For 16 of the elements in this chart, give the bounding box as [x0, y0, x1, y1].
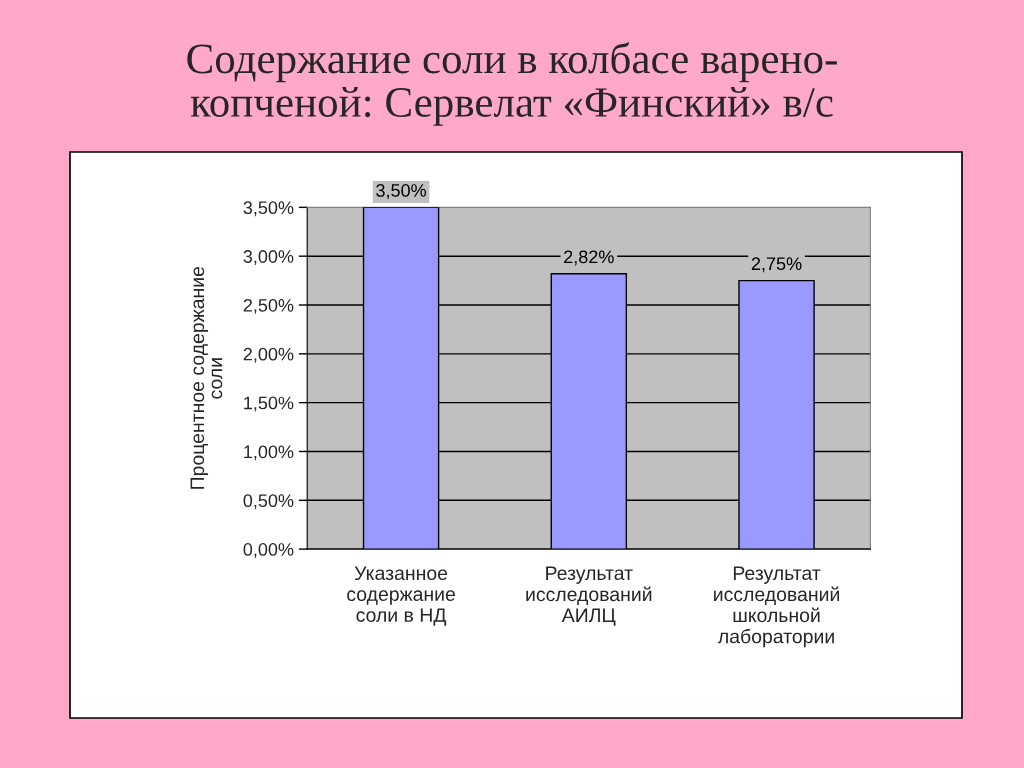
y-tick-label: 2,50%	[243, 298, 294, 314]
y-tick-label: 3,00%	[243, 250, 294, 266]
data-label: 2,75%	[751, 257, 802, 273]
y-axis-title: Процентное содержание соли	[190, 266, 223, 489]
x-tick-label: Результат исследований АИЛЦ	[526, 566, 652, 626]
y-tick-label: 0,50%	[243, 494, 294, 510]
x-tick-label: Указанное содержание соли в НД	[347, 566, 455, 626]
data-label: 2,82%	[564, 250, 614, 266]
y-tick-label: 1,00%	[244, 445, 294, 461]
y-tick-label: 3,50%	[243, 201, 294, 217]
data-label: 3,50%	[376, 184, 427, 199]
y-tick-label: 1,50%	[244, 396, 294, 412]
y-tick-label: 2,00%	[243, 347, 294, 363]
chart-title: Содержание соли в колбасе варено- копченой: Сервелат «Финский» в/с	[187, 42, 837, 126]
y-tick-label: 0,00%	[243, 543, 294, 558]
x-tick-label: Результат исследований школьной лаборатории	[714, 566, 839, 648]
